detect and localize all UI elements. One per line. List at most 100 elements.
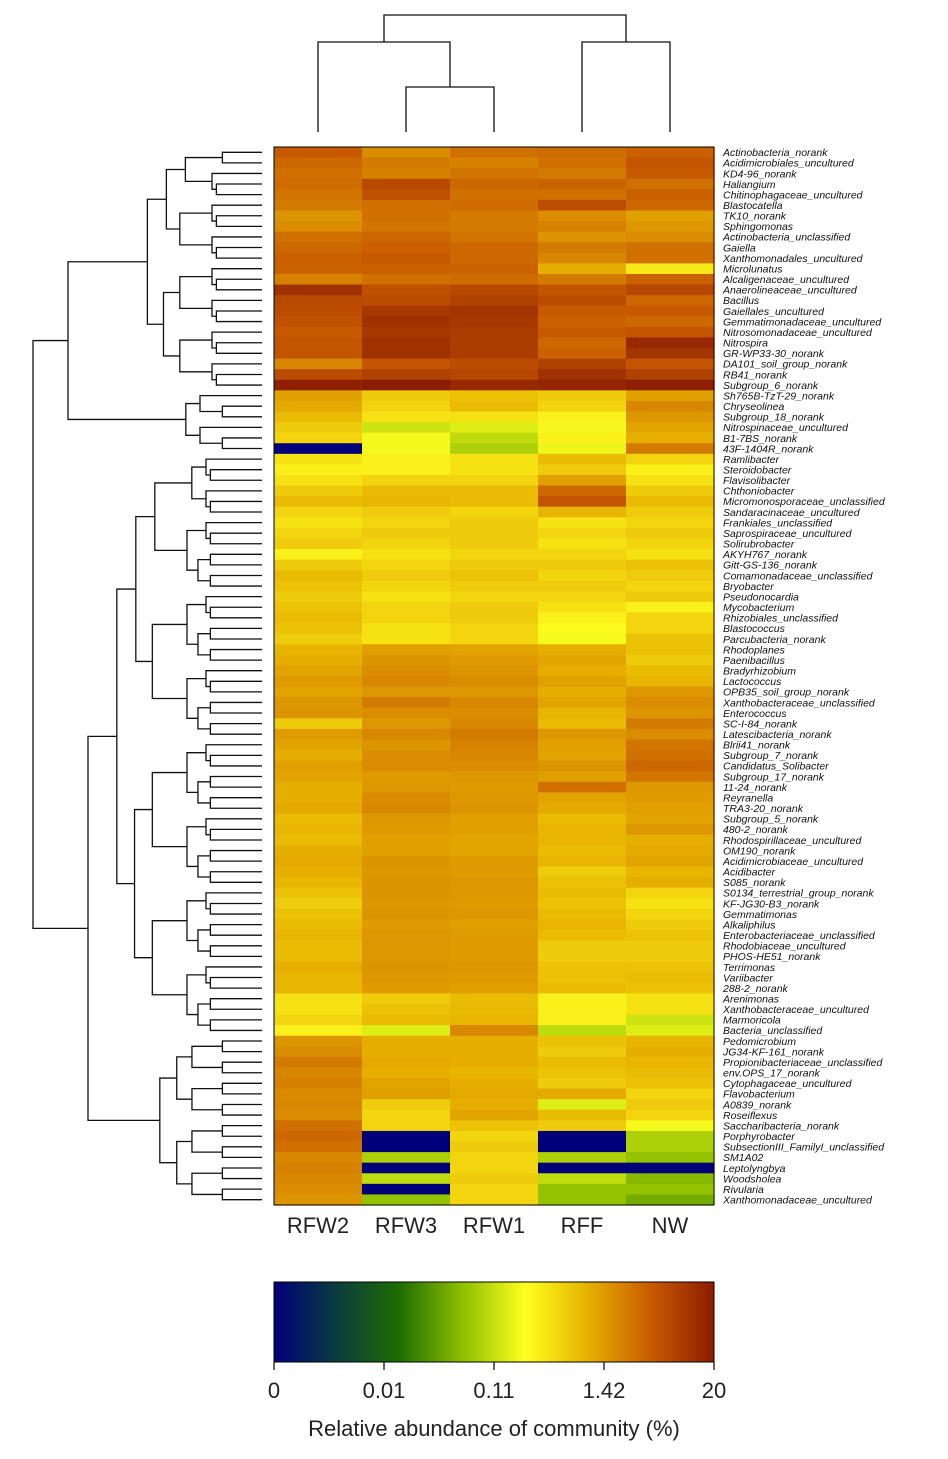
- row-label: Gemmatimonas: [723, 909, 798, 921]
- dendrogram-branch: [215, 342, 262, 354]
- heatmap-cell: [626, 580, 715, 592]
- heatmap-cell: [450, 697, 539, 709]
- heatmap-cell: [450, 739, 539, 751]
- heatmap-cell: [450, 707, 539, 719]
- row-label: B1-7BS_norank: [723, 433, 798, 445]
- heatmap-cell: [274, 993, 363, 1005]
- heatmap-cell: [626, 1099, 715, 1111]
- heatmap-cell: [538, 538, 627, 550]
- heatmap-cell: [362, 527, 451, 540]
- dendrogram-branch: [186, 603, 206, 645]
- heatmap-cell: [538, 1152, 627, 1164]
- heatmap-cell: [538, 601, 627, 614]
- heatmap-cell: [538, 1173, 627, 1185]
- dendrogram-branch: [221, 1167, 262, 1180]
- heatmap-cell: [362, 728, 451, 741]
- heatmap-cell: [362, 1173, 451, 1185]
- row-label: Lactococcus: [723, 676, 782, 688]
- heatmap-cell: [274, 210, 363, 222]
- heatmap-cell: [626, 633, 715, 645]
- heatmap-cell: [538, 369, 627, 381]
- heatmap-cell: [450, 771, 539, 783]
- dendrogram-branch: [191, 1172, 223, 1196]
- heatmap-cell: [274, 1078, 363, 1090]
- row-label: Xanthomonadales_uncultured: [722, 253, 864, 265]
- heatmap-cell: [362, 390, 451, 402]
- heatmap-cell: [626, 940, 715, 952]
- heatmap-cell: [626, 210, 715, 222]
- heatmap-cell: [450, 633, 539, 645]
- heatmap-cell: [538, 1056, 627, 1069]
- heatmap-cell: [626, 1014, 715, 1026]
- dendrogram-branch: [205, 892, 262, 910]
- heatmap-cell: [626, 485, 715, 497]
- heatmap-cell: [274, 157, 363, 169]
- heatmap-cell: [538, 1088, 627, 1100]
- heatmap-cell: [362, 834, 451, 846]
- heatmap-cell: [362, 305, 451, 317]
- heatmap-cell: [538, 210, 627, 222]
- heatmap-cell: [538, 1099, 627, 1111]
- heatmap-cell: [362, 411, 451, 423]
- heatmap-cell: [362, 168, 451, 180]
- heatmap-cell: [626, 284, 715, 296]
- row-label: KD4-96_norank: [723, 168, 797, 180]
- heatmap-cell: [538, 422, 627, 434]
- heatmap-cell: [362, 453, 451, 465]
- row-label: Microlunatus: [723, 263, 783, 275]
- heatmap-cell: [538, 982, 627, 994]
- heatmap-cell: [626, 919, 715, 931]
- heatmap-cell: [450, 813, 539, 825]
- heatmap-cell: [450, 951, 539, 963]
- heatmap-cell: [626, 411, 715, 423]
- heatmap-cell: [362, 1183, 451, 1196]
- heatmap-cell: [538, 527, 627, 540]
- heatmap-cell: [362, 644, 451, 656]
- heatmap-cell: [274, 168, 363, 180]
- heatmap-cell: [274, 400, 363, 413]
- heatmap-cell: [626, 951, 715, 963]
- colorbar-tick-label: 0.11: [473, 1378, 514, 1403]
- heatmap-cell: [274, 1088, 363, 1100]
- heatmap-cell: [538, 951, 627, 963]
- heatmap-cell: [538, 718, 627, 730]
- heatmap-cell: [450, 961, 539, 973]
- row-label: Paenibacillus: [723, 655, 786, 667]
- row-label: JG34-KF-161_norank: [722, 1046, 825, 1058]
- heatmap-cell: [362, 781, 451, 793]
- row-label: Gaiellales_uncultured: [723, 306, 825, 318]
- dendrogram-branch: [215, 215, 262, 228]
- row-label: Ramlibacter: [723, 454, 780, 466]
- heatmap-cell: [274, 1046, 363, 1058]
- heatmap-cell: [274, 199, 363, 212]
- heatmap-cell: [450, 326, 539, 339]
- heatmap-cell: [450, 1183, 539, 1196]
- heatmap-cell: [626, 231, 715, 243]
- heatmap-cell: [538, 845, 627, 857]
- dendrogram-branch: [209, 797, 262, 809]
- dendrogram-branch: [186, 826, 206, 868]
- dendrogram-branch: [186, 529, 206, 571]
- heatmap-cell: [450, 517, 539, 529]
- heatmap-cell: [626, 496, 715, 508]
- heatmap-cell: [362, 697, 451, 709]
- dendrogram-branch: [191, 1130, 223, 1153]
- row-label: Subgroup_5_norank: [723, 814, 819, 826]
- heatmap-cell: [274, 178, 363, 190]
- heatmap-cell: [626, 623, 715, 635]
- dendrogram-branch: [186, 752, 206, 794]
- heatmap-cell: [450, 591, 539, 603]
- heatmap-cell: [362, 739, 451, 751]
- dendrogram-branch: [205, 670, 262, 688]
- heatmap-cell: [362, 665, 451, 677]
- heatmap-cell: [538, 908, 627, 920]
- heatmap-cell: [538, 147, 627, 159]
- dendrogram-branch: [162, 291, 180, 357]
- dendrogram-branch: [176, 1056, 192, 1100]
- column-label: RFW1: [463, 1213, 525, 1238]
- heatmap-cell: [538, 623, 627, 635]
- heatmap-cell: [538, 1014, 627, 1026]
- heatmap-cell: [450, 443, 539, 455]
- heatmap-cell: [626, 242, 715, 254]
